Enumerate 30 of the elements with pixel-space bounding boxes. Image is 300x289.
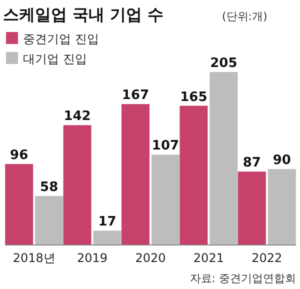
chart-subtitle: (단위:개) [222, 10, 268, 23]
x-tick-label: 2019 [77, 251, 108, 265]
bar [35, 196, 64, 245]
bar [5, 164, 34, 245]
data-label: 90 [272, 153, 291, 168]
x-tick-label: 2020 [135, 251, 166, 265]
bar [93, 230, 122, 245]
bar [268, 169, 296, 245]
bar [180, 106, 208, 245]
data-label: 167 [122, 88, 150, 104]
bar [63, 125, 92, 245]
bar [122, 104, 150, 245]
x-tick-label: 2021 [193, 251, 224, 265]
data-label: 205 [210, 56, 238, 71]
data-label: 58 [40, 180, 58, 196]
bar [210, 72, 238, 245]
data-label: 107 [152, 138, 180, 154]
x-tick-label: 2018년 [12, 251, 56, 265]
text: 자료: 중견기업연합회 [190, 272, 296, 285]
x-tick-label: 2022 [252, 251, 282, 265]
data-label: 142 [64, 109, 91, 124]
data-label: 17 [98, 214, 116, 230]
bar [238, 172, 266, 245]
legend-label: 중견기업 진입 [23, 32, 99, 46]
data-label: 165 [180, 90, 208, 105]
data-label: 87 [242, 156, 261, 171]
bar [152, 154, 180, 245]
data-label: 96 [10, 148, 28, 163]
legend-label: 대기업 진입 [23, 52, 87, 66]
chart-title: 스케일업 국내 기업 수 [3, 5, 164, 24]
